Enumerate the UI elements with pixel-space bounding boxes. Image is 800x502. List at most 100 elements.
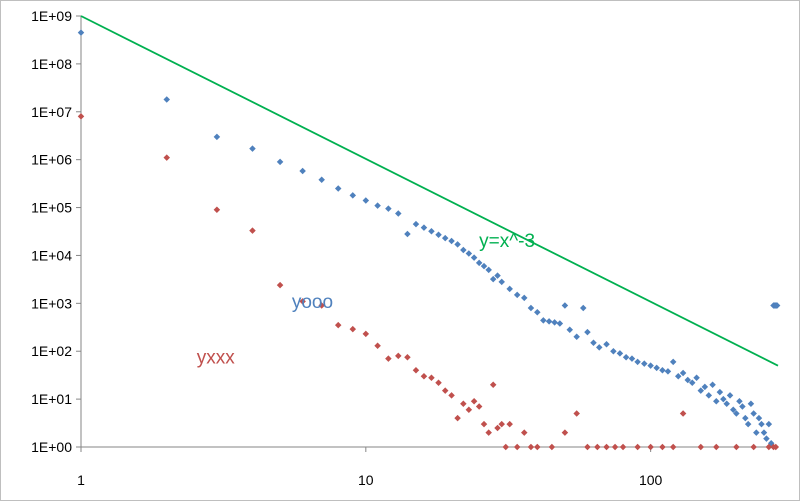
data-point-yxxx [634,443,641,451]
data-point-yooo [249,145,256,152]
data-point-yooo [318,176,325,184]
data-point-yooo [679,369,687,377]
data-point-yooo [634,358,641,366]
data-point-yooo [489,275,497,283]
data-point-yooo [628,355,636,362]
data-point-yooo [669,358,677,366]
data-point-yxxx [521,429,528,436]
data-point-yooo [729,406,737,413]
data-point-yxxx [573,410,580,417]
data-point-yxxx [611,443,619,451]
data-point-yooo [580,304,587,312]
data-point-yooo [647,362,654,369]
data-point-yooo [747,400,755,408]
data-point-yooo [299,167,306,175]
data-point-yxxx [428,374,435,381]
data-point-yooo [733,410,740,417]
annotation-label: y=x^-3 [479,231,535,252]
data-point-yooo [763,435,770,442]
data-point-yxxx [276,281,284,289]
annotation-label: yxxx [197,348,236,369]
data-point-yooo [561,302,569,309]
x-tick-label: 10 [358,472,374,488]
data-point-yooo [584,328,591,336]
data-point-yooo [448,237,455,245]
data-point-yooo [705,392,713,399]
data-point-yooo [441,234,449,242]
series-line-y-x-3 [80,15,779,367]
y-tick-label: 1E+06 [31,152,72,168]
series-yxxx [77,113,780,451]
data-point-yooo [465,250,473,257]
data-point-yxxx [733,443,740,451]
series-yooo [77,29,781,447]
data-point-yooo [551,319,558,326]
data-point-yooo [744,420,752,428]
data-point-yxxx [659,443,666,451]
data-point-yooo [755,414,763,422]
data-point-yxxx [163,154,170,161]
data-point-yooo [470,254,478,261]
data-point-yooo [480,262,488,270]
data-point-yooo [475,259,483,267]
data-point-yooo [506,285,513,293]
data-point-yxxx [603,443,610,451]
data-point-yooo [435,231,442,239]
data-point-yxxx [441,387,449,394]
data-point-yooo [753,429,760,436]
data-point-yxxx [498,420,505,428]
data-point-yooo [334,185,342,192]
data-point-yxxx [513,443,521,451]
data-point-yooo [412,220,420,228]
data-point-yxxx [249,227,256,234]
data-point-yooo [385,205,392,212]
data-point-yooo [374,202,381,209]
labels-layer: 1E+00 1E+01 1E+02 1E+03 1E+04 1E+05 1E+06 1E+07… [31,8,662,488]
annotation-label: yooo [292,292,333,313]
data-point-yxxx [460,400,467,408]
data-point-yxxx [679,410,687,417]
data-point-yooo [566,326,574,334]
y-tick-label: 1E+02 [31,343,72,359]
data-point-yooo [590,339,597,347]
data-point-yooo [742,414,749,422]
y-tick-label: 1E+07 [31,104,72,120]
data-point-yxxx [697,443,705,451]
data-point-yxxx [502,443,510,451]
data-point-yxxx [647,443,654,451]
data-point-yooo [603,340,610,348]
data-point-yooo [573,333,580,341]
y-tick-label: 1E+09 [31,8,72,24]
data-point-yxxx [334,321,342,329]
data-point-yooo [684,376,692,384]
data-point-yooo [395,210,402,217]
data-point-yooo [616,350,624,357]
data-point-yooo [460,246,467,254]
data-point-yxxx [750,443,757,451]
data-point-yooo [701,383,709,391]
data-point-yooo [521,294,528,302]
data-point-yxxx [489,381,497,388]
data-point-yxxx [395,352,402,360]
data-point-yxxx [349,325,357,333]
data-point-yooo [527,304,535,312]
data-point-yooo [716,388,724,396]
data-point-yxxx [420,373,428,380]
y-tick-label: 1E+00 [31,439,72,455]
data-point-yxxx [772,443,780,451]
data-point-yxxx [765,443,773,451]
data-point-yooo [540,317,547,324]
data-point-yooo [697,387,705,394]
data-point-yxxx [213,206,221,213]
data-point-yxxx [435,379,442,386]
data-point-yooo [428,228,435,235]
axes [76,15,778,452]
data-point-yooo [641,360,648,367]
data-point-yxxx [385,355,392,362]
data-point-yxxx [584,443,591,451]
data-point-yooo [534,309,541,316]
data-point-yooo [494,272,501,279]
data-point-yxxx [470,398,478,405]
